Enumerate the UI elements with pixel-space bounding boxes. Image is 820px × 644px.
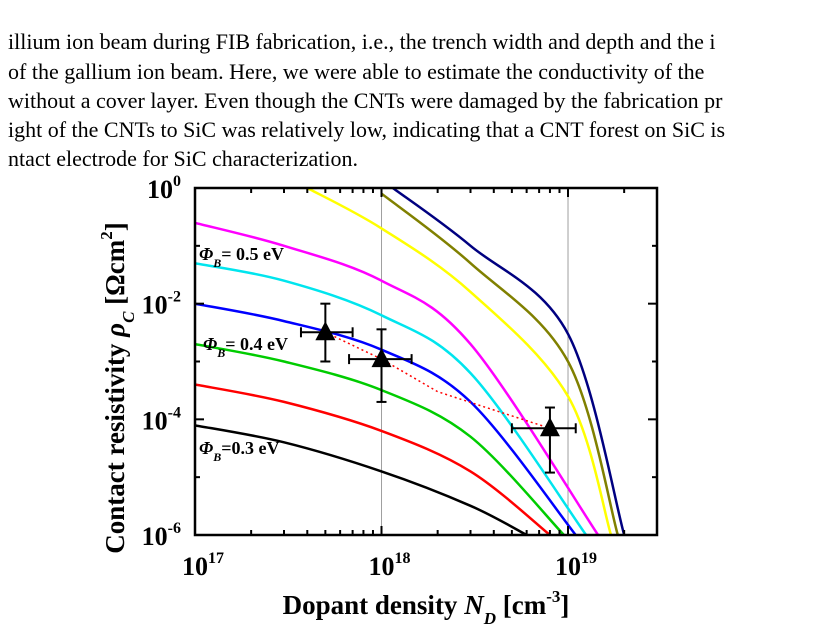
paragraph-line: without a cover layer. Even though the C…: [8, 88, 723, 113]
tick-label-exponent: -6: [168, 520, 181, 537]
y-axis-title-part: Contact resistivity: [100, 337, 130, 554]
tick-label: 10-2: [142, 289, 181, 320]
data-point-triangle: [371, 348, 392, 368]
barrier-subscript: B: [212, 450, 221, 464]
x-axis-title: Dopant density ND [cm-3]: [283, 587, 570, 628]
barrier-subscript: B: [212, 256, 221, 270]
tick-label-exponent: 18: [395, 550, 411, 567]
tick-label-exponent: 19: [581, 550, 597, 567]
paragraph-line: illium ion beam during FIB fabrication, …: [8, 29, 716, 54]
tick-label: 1018: [369, 550, 411, 581]
tick-label-exponent: 0: [173, 173, 181, 190]
data-point-triangle: [539, 417, 560, 437]
series-line: [195, 221, 600, 535]
y-axis-title-part: ρ: [100, 323, 130, 338]
series-line: [195, 261, 588, 535]
series-group: [195, 188, 626, 535]
y-axis-title: Contact resistivity ρC [Ωcm2]: [97, 222, 138, 554]
tick-label-exponent: -2: [168, 289, 181, 306]
series-line: [195, 424, 528, 535]
tick-label-base: 10: [142, 291, 168, 320]
series-line: [195, 302, 577, 535]
series-line: [195, 383, 551, 535]
x-axis-title-part: N: [463, 590, 485, 620]
tick-label-exponent: 17: [208, 550, 224, 567]
paragraph-line: ntact electrode for SiC characterization…: [8, 146, 358, 171]
y-axis-title-part: ]: [100, 222, 130, 231]
tick-label-base: 10: [147, 175, 173, 204]
barrier-symbol: Φ: [199, 438, 213, 458]
barrier-subscript: B: [216, 346, 225, 360]
tick-label-base: 10: [182, 552, 208, 581]
y-axis-title-part: 2: [97, 231, 116, 240]
y-axis-title-part: C: [119, 311, 138, 323]
x-axis-title-part: D: [483, 609, 496, 628]
tick-label-base: 10: [555, 552, 581, 581]
x-axis-title-part: [cm: [496, 590, 547, 620]
paragraph-line: of the gallium ion beam. Here, we were a…: [8, 59, 705, 84]
series-line: [380, 192, 620, 535]
y-axis-title-part: [Ωcm: [100, 239, 130, 311]
tick-label: 1017: [182, 550, 224, 581]
tick-label: 100: [147, 173, 181, 204]
series-line: [306, 188, 613, 535]
barrier-value: =0.3 eV: [221, 438, 279, 458]
fit-line: [325, 331, 551, 430]
tick-label: 10-6: [142, 520, 181, 551]
barrier-value: = 0.5 eV: [221, 244, 284, 264]
tick-label-base: 10: [369, 552, 395, 581]
barrier-value: = 0.4 eV: [225, 334, 288, 354]
paragraph-line: ight of the CNTs to SiC was relatively l…: [8, 117, 726, 142]
paragraph-text: illium ion beam during FIB fabrication, …: [0, 28, 820, 178]
tick-label: 10-4: [142, 404, 181, 435]
x-axis-title-part: Dopant density: [283, 590, 465, 620]
tick-label: 1019: [555, 550, 597, 581]
tick-label-base: 10: [142, 522, 168, 551]
series-line: [392, 188, 626, 535]
x-axis-title-part: -3: [546, 587, 560, 606]
barrier-height-label: ΦB=0.3 eV: [199, 438, 279, 464]
barrier-height-label: ΦB= 0.4 eV: [203, 334, 288, 360]
barrier-symbol: Φ: [199, 244, 213, 264]
tick-label-exponent: -4: [168, 404, 181, 421]
barrier-symbol: Φ: [203, 334, 217, 354]
data-point-triangle: [315, 321, 336, 341]
tick-label-base: 10: [142, 406, 168, 435]
x-axis-title-part: ]: [560, 590, 569, 620]
barrier-height-label: ΦB= 0.5 eV: [199, 244, 284, 270]
